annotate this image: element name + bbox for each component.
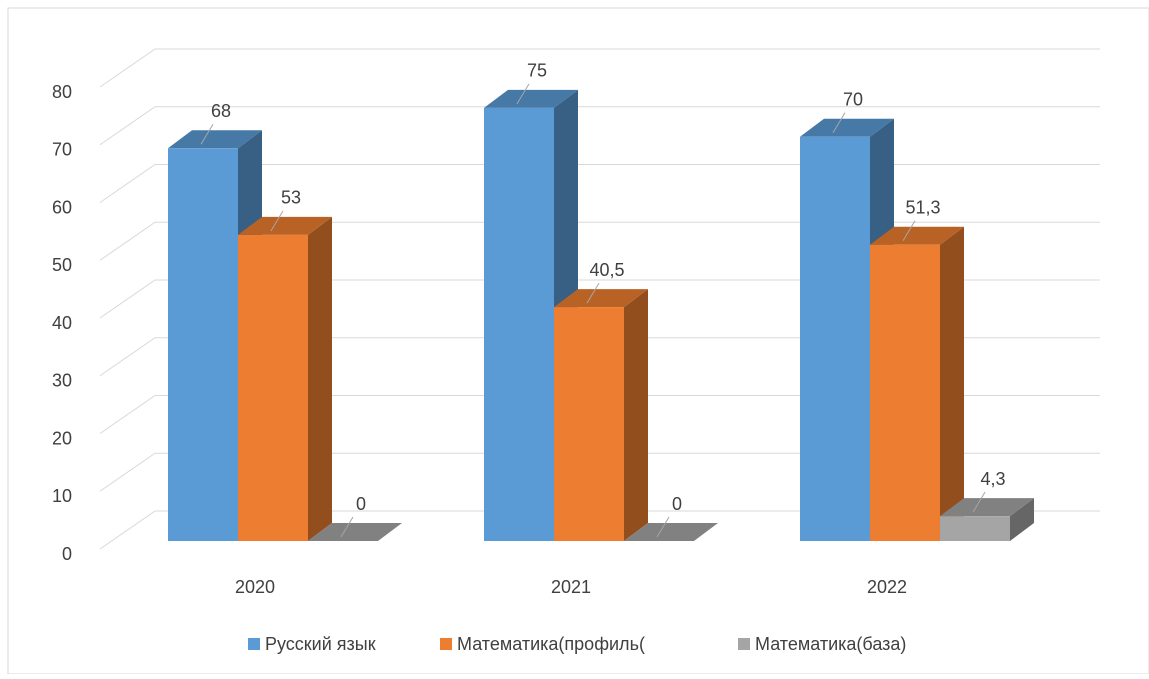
y-tick-label: 20 xyxy=(52,428,72,448)
y-tick-label: 60 xyxy=(52,197,72,217)
bar xyxy=(554,307,624,541)
leader-line xyxy=(972,491,986,513)
bar-top xyxy=(484,89,578,108)
bar xyxy=(800,136,870,541)
data-label: 51,3 xyxy=(905,197,940,217)
y-tick-label: 70 xyxy=(52,140,72,160)
legend-swatch xyxy=(248,638,260,650)
data-label: 4,3 xyxy=(980,469,1005,489)
bar xyxy=(870,244,940,541)
bar-top xyxy=(554,289,648,308)
bar-side xyxy=(624,289,648,541)
leader-line xyxy=(902,220,916,241)
bar-top xyxy=(238,216,332,235)
grid-line xyxy=(99,510,1100,550)
leader-line xyxy=(340,516,354,538)
y-tick-label: 40 xyxy=(52,313,72,333)
x-tick-label: 2022 xyxy=(867,577,907,597)
legend-swatch xyxy=(440,638,452,650)
data-label: 40,5 xyxy=(589,260,624,280)
grid-line xyxy=(99,337,1100,377)
grid-line xyxy=(99,221,1100,261)
bar xyxy=(238,234,308,542)
bar-top xyxy=(940,498,1034,517)
y-tick-label: 0 xyxy=(62,544,72,564)
y-tick-label: 50 xyxy=(52,255,72,275)
bar-top xyxy=(168,130,262,149)
legend-label: Математика(профиль( xyxy=(457,634,645,654)
x-tick-label: 2020 xyxy=(235,577,275,597)
y-tick-label: 80 xyxy=(52,82,72,102)
bar-side xyxy=(940,226,964,541)
bar xyxy=(940,516,1010,541)
leader-line xyxy=(656,516,670,538)
grid-line xyxy=(99,452,1100,492)
legend-label: Русский язык xyxy=(265,634,376,654)
bar-top xyxy=(624,523,718,541)
data-label: 0 xyxy=(356,494,366,514)
legend-swatch xyxy=(738,638,750,650)
bar xyxy=(168,148,238,542)
grid-line xyxy=(99,279,1100,319)
bar-top xyxy=(800,118,894,137)
x-tick-label: 2021 xyxy=(551,577,591,597)
data-label: 53 xyxy=(281,188,301,208)
data-label: 75 xyxy=(527,61,547,81)
bar-top xyxy=(870,226,964,245)
grid-line xyxy=(99,106,1100,146)
leader-line xyxy=(516,83,530,105)
data-label: 68 xyxy=(211,101,231,121)
bar-side xyxy=(1010,498,1034,541)
grid-line xyxy=(99,164,1100,203)
legend-label: Математика(база) xyxy=(755,634,906,654)
grid-line xyxy=(99,395,1100,434)
leader-line xyxy=(200,124,214,145)
grid-line xyxy=(99,48,1100,88)
data-label: 0 xyxy=(672,494,682,514)
leader-line xyxy=(586,282,600,304)
bar-side xyxy=(308,216,332,542)
bar-top xyxy=(308,523,402,541)
y-tick-label: 10 xyxy=(52,486,72,506)
bar xyxy=(484,107,554,541)
leader-line xyxy=(832,112,846,134)
leader-line xyxy=(270,210,284,232)
data-label: 70 xyxy=(843,90,863,110)
y-tick-label: 30 xyxy=(52,371,72,391)
